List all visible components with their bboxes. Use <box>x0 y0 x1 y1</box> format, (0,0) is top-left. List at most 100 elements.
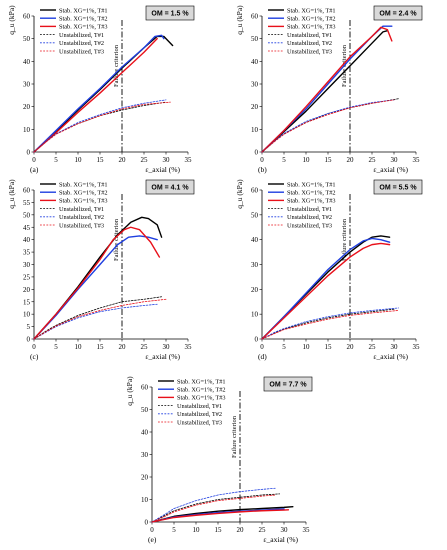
y-tick-label: 20 <box>251 286 259 294</box>
series-line-unstabilized-t3 <box>151 494 276 523</box>
y-tick-label: 20 <box>251 103 259 111</box>
legend-entry: Stab. XG=1%, T#2 <box>287 16 336 23</box>
legend-entry: Stab. XG=1%, T#3 <box>177 395 226 402</box>
y-tick-label: 55 <box>23 199 31 207</box>
x-tick-label: 5 <box>282 343 286 351</box>
y-axis-label: q_u (kPa) <box>125 376 134 406</box>
series-line-stabilized-t3 <box>261 26 393 153</box>
y-tick-label: 20 <box>23 286 31 294</box>
legend-entry: Unstabilized, T#1 <box>287 32 332 39</box>
y-tick-label: 60 <box>251 13 259 21</box>
series-line-stabilized-t1 <box>261 30 389 153</box>
x-tick-label: 30 <box>163 343 171 351</box>
y-tick-label: 30 <box>23 261 31 269</box>
x-tick-label: 15 <box>97 156 105 164</box>
failure-criterion-label: Failure criterion <box>113 44 120 87</box>
legend-entry: Unstabilized, T#2 <box>287 214 332 221</box>
y-tick-label: 60 <box>23 13 31 21</box>
series-line-stabilized-t2 <box>33 34 165 153</box>
panel-a: 0 5 10 15 20 25 30 35 0 10 20 30 40 50 60 q_u (kPa) ε_ax… <box>7 5 195 174</box>
x-tick-label: 35 <box>413 156 421 164</box>
y-tick-label: 50 <box>23 35 31 43</box>
y-tick-label: 50 <box>251 35 259 43</box>
y-axis-label: q_u (kPa) <box>235 5 244 35</box>
y-tick-label: 50 <box>141 406 149 414</box>
legend-entry: Stab. XG=1%, T#3 <box>287 24 336 31</box>
x-tick-label: 10 <box>193 526 201 534</box>
panel-label: (d) <box>258 352 267 361</box>
y-tick-label: 60 <box>251 187 259 195</box>
panel-label: (b) <box>258 165 267 174</box>
y-tick-label: 50 <box>23 211 31 219</box>
x-tick-label: 30 <box>163 156 171 164</box>
x-tick-label: 25 <box>259 526 267 534</box>
series-line-unstabilized-t3 <box>261 99 395 153</box>
x-tick-label: 15 <box>215 526 223 534</box>
om-box <box>145 5 195 21</box>
y-tick-label: 50 <box>251 211 259 219</box>
y-tick-label: 40 <box>23 236 31 244</box>
om-label: OM = 4.1 % <box>151 185 189 192</box>
legend-entry: Unstabilized, T#3 <box>287 48 332 55</box>
series-line-unstabilized-t1 <box>33 101 167 153</box>
y-tick-label: 40 <box>141 429 149 437</box>
y-tick-label: 15 <box>23 298 31 306</box>
x-axis-label: ε_axial (%) <box>373 165 408 174</box>
legend-entry: Unstabilized, T#3 <box>59 48 104 55</box>
failure-criterion-label: Failure criterion <box>113 218 120 261</box>
series-line-stabilized-t3 <box>151 509 290 523</box>
legend-entry: Unstabilized, T#1 <box>177 403 222 410</box>
x-tick-label: 20 <box>347 156 355 164</box>
y-tick-label: 20 <box>141 474 149 482</box>
x-tick-label: 30 <box>391 156 399 164</box>
x-tick-label: 25 <box>141 156 149 164</box>
series-line-stabilized-t3 <box>261 242 391 340</box>
y-tick-label: 45 <box>23 224 31 232</box>
legend-entry: Unstabilized, T#2 <box>287 40 332 47</box>
x-tick-label: 0 <box>32 343 36 351</box>
om-box <box>373 5 423 21</box>
legend-entry: Stab. XG=1%, T#1 <box>287 7 336 14</box>
om-box <box>145 179 195 195</box>
y-tick-label: 10 <box>141 496 149 504</box>
legend-entry: Unstabilized, T#2 <box>177 411 222 418</box>
panel-label: (c) <box>30 352 39 361</box>
series-line-stabilized-t2 <box>261 237 391 340</box>
legend-entry: Stab. XG=1%, T#2 <box>177 387 226 394</box>
x-tick-label: 5 <box>54 343 58 351</box>
x-tick-label: 25 <box>369 343 377 351</box>
series-line-stabilized-t1 <box>261 235 391 340</box>
y-tick-label: 10 <box>251 126 259 134</box>
series-line-unstabilized-t3 <box>33 101 171 153</box>
y-axis-label: q_u (kPa) <box>7 179 16 209</box>
y-tick-label: 30 <box>23 81 31 89</box>
y-tick-label: 40 <box>251 58 259 66</box>
legend-entry: Unstabilized, T#1 <box>287 206 332 213</box>
legend-entry: Unstabilized, T#3 <box>59 222 104 229</box>
y-tick-label: 25 <box>23 273 31 281</box>
panel-e: 0 5 10 15 20 25 30 35 0 10 20 30 40 50 60 q_u (kPa) ε_ax… <box>125 376 313 544</box>
x-tick-label: 10 <box>75 343 83 351</box>
y-tick-label: 30 <box>251 261 259 269</box>
x-tick-label: 10 <box>303 156 311 164</box>
om-box <box>373 179 423 195</box>
y-tick-label: 0 <box>27 336 31 344</box>
x-tick-label: 10 <box>75 156 83 164</box>
y-tick-label: 10 <box>251 311 259 319</box>
x-tick-label: 0 <box>32 156 36 164</box>
y-tick-label: 60 <box>23 187 31 195</box>
x-tick-label: 0 <box>150 526 154 534</box>
x-tick-label: 30 <box>391 343 399 351</box>
y-tick-label: 10 <box>23 126 31 134</box>
y-tick-label: 0 <box>255 336 259 344</box>
x-tick-label: 15 <box>325 156 333 164</box>
legend-entry: Stab. XG=1%, T#2 <box>59 16 108 23</box>
x-tick-label: 0 <box>260 343 264 351</box>
om-label: OM = 5.5 % <box>379 185 417 192</box>
x-tick-label: 0 <box>260 156 264 164</box>
y-tick-label: 35 <box>23 249 31 257</box>
x-tick-label: 20 <box>119 156 127 164</box>
series-line-unstabilized-t2 <box>261 99 395 153</box>
series-line-unstabilized-t3 <box>33 298 167 340</box>
